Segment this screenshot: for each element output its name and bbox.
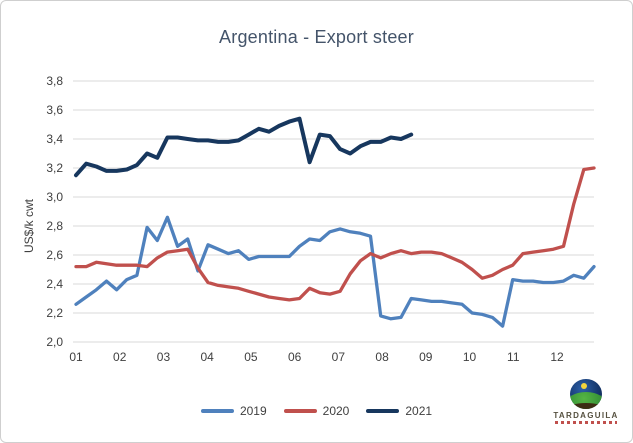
logo-subtext-decoration bbox=[555, 421, 617, 424]
legend-label: 2020 bbox=[322, 404, 350, 418]
x-tick-label: 11 bbox=[507, 350, 520, 364]
legend-swatch-icon bbox=[200, 409, 234, 413]
x-tick-label: 03 bbox=[156, 350, 171, 364]
series-line-2021 bbox=[74, 116, 414, 178]
y-tick-label: 3,0 bbox=[46, 190, 63, 204]
y-tick-label: 2,2 bbox=[46, 306, 63, 320]
logo-text: TARDAGUILA bbox=[553, 411, 619, 420]
logo: TARDAGUILA bbox=[544, 379, 628, 424]
y-tick-label: 3,6 bbox=[46, 103, 63, 117]
chart-title: Argentina - Export steer bbox=[219, 27, 414, 47]
x-tick-label: 04 bbox=[200, 350, 214, 364]
series-lines bbox=[74, 116, 596, 328]
y-tick-label: 3,4 bbox=[46, 132, 63, 146]
legend-item-2019: 2019 bbox=[200, 404, 267, 418]
x-tick-label: 07 bbox=[331, 350, 346, 364]
y-tick-label: 3,8 bbox=[46, 74, 63, 88]
series-line-2020 bbox=[74, 166, 596, 302]
legend: 2019 2020 2021 bbox=[1, 404, 632, 418]
gridlines bbox=[73, 80, 594, 343]
y-tick-label: 2,8 bbox=[46, 219, 63, 233]
legend-label: 2021 bbox=[405, 404, 433, 418]
x-tick-label: 09 bbox=[419, 350, 433, 364]
y-tick-label: 2,4 bbox=[46, 277, 63, 291]
x-tick-label: 05 bbox=[244, 350, 258, 364]
x-tick-label: 01 bbox=[69, 350, 83, 364]
x-tick-label: 08 bbox=[375, 350, 389, 364]
logo-sun-icon bbox=[581, 383, 587, 389]
y-tick-label: 3,2 bbox=[46, 161, 63, 175]
series-line-2019 bbox=[74, 215, 596, 328]
logo-globe-icon bbox=[570, 379, 602, 409]
logo-base-icon bbox=[570, 403, 602, 409]
x-tick-label: 02 bbox=[113, 350, 127, 364]
legend-swatch-icon bbox=[283, 409, 317, 413]
x-tick-label: 12 bbox=[550, 350, 564, 364]
x-tick-label: 06 bbox=[287, 350, 302, 364]
legend-item-2021: 2021 bbox=[366, 404, 432, 418]
legend-item-2020: 2020 bbox=[283, 404, 350, 418]
y-tick-label: 2,6 bbox=[46, 248, 63, 262]
y-tick-label: 2,0 bbox=[46, 335, 63, 349]
legend-swatch-icon bbox=[366, 409, 400, 413]
x-tick-label: 10 bbox=[462, 350, 477, 364]
legend-label: 2019 bbox=[239, 404, 267, 418]
